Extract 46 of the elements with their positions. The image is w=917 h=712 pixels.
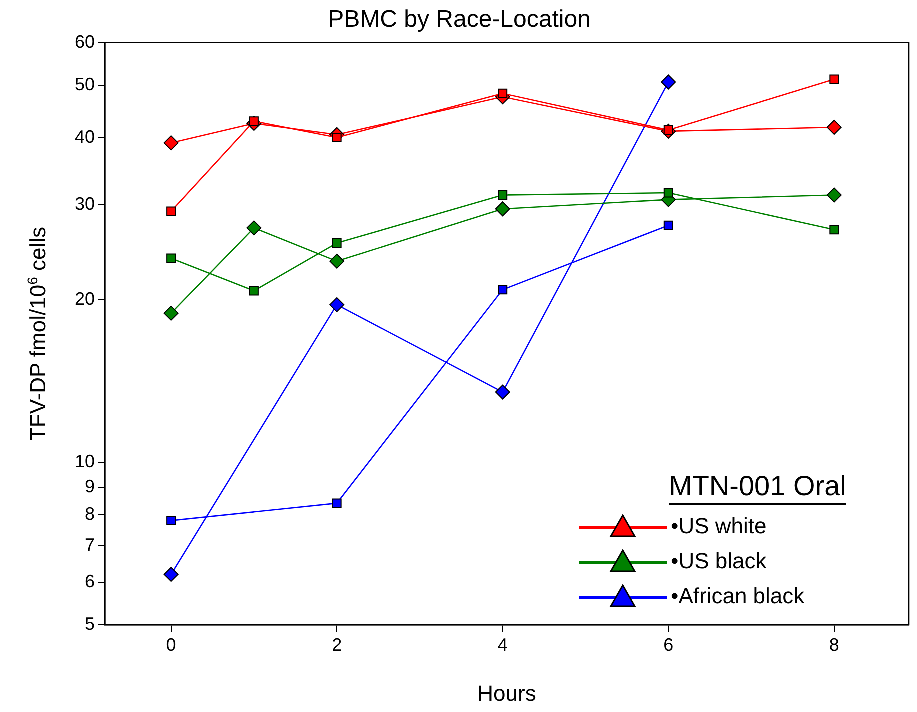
y-tick-label: 6	[84, 571, 95, 592]
legend-label: •African black	[671, 584, 806, 609]
point	[498, 285, 508, 295]
point	[332, 238, 342, 248]
y-tick-label: 40	[74, 126, 95, 147]
x-tick-label: 4	[498, 634, 508, 655]
chart-title: PBMC by Race-Location	[328, 6, 591, 34]
x-tick-label: 0	[166, 634, 176, 655]
point	[166, 206, 176, 216]
x-tick-label: 6	[664, 634, 674, 655]
y-tick-label: 9	[84, 476, 95, 496]
point	[661, 74, 676, 90]
y-tick-label: 8	[84, 504, 95, 524]
point	[164, 306, 179, 321]
point	[164, 567, 179, 582]
point	[330, 254, 345, 269]
point	[166, 254, 176, 264]
y-tick-label: 7	[84, 535, 95, 556]
point	[826, 188, 842, 203]
y-tick-label: 5	[84, 614, 95, 634]
point	[664, 220, 674, 230]
point	[164, 136, 179, 151]
y-tick-label: 50	[74, 74, 95, 94]
x-tick-label: 2	[332, 634, 342, 655]
point	[830, 225, 840, 235]
point	[664, 188, 674, 198]
point	[498, 88, 508, 98]
y-tick-label: 10	[74, 452, 95, 472]
point	[495, 384, 510, 400]
point	[830, 74, 840, 84]
point	[246, 220, 262, 236]
point	[166, 516, 176, 526]
y-tick-label: 60	[74, 32, 95, 52]
point	[330, 297, 345, 312]
y-tick-label: 30	[74, 194, 95, 214]
point	[498, 190, 508, 200]
point	[332, 498, 342, 508]
legend-title: MTN-001 Oral	[669, 470, 846, 502]
x-tick-label: 8	[829, 634, 840, 655]
legend-label: •US white	[671, 514, 767, 539]
point	[826, 120, 842, 135]
point	[249, 286, 259, 296]
y-tick-label: 20	[74, 289, 95, 310]
legend-label: •US black	[671, 548, 768, 574]
point	[495, 202, 510, 217]
x-axis-title: Hours	[478, 680, 536, 706]
